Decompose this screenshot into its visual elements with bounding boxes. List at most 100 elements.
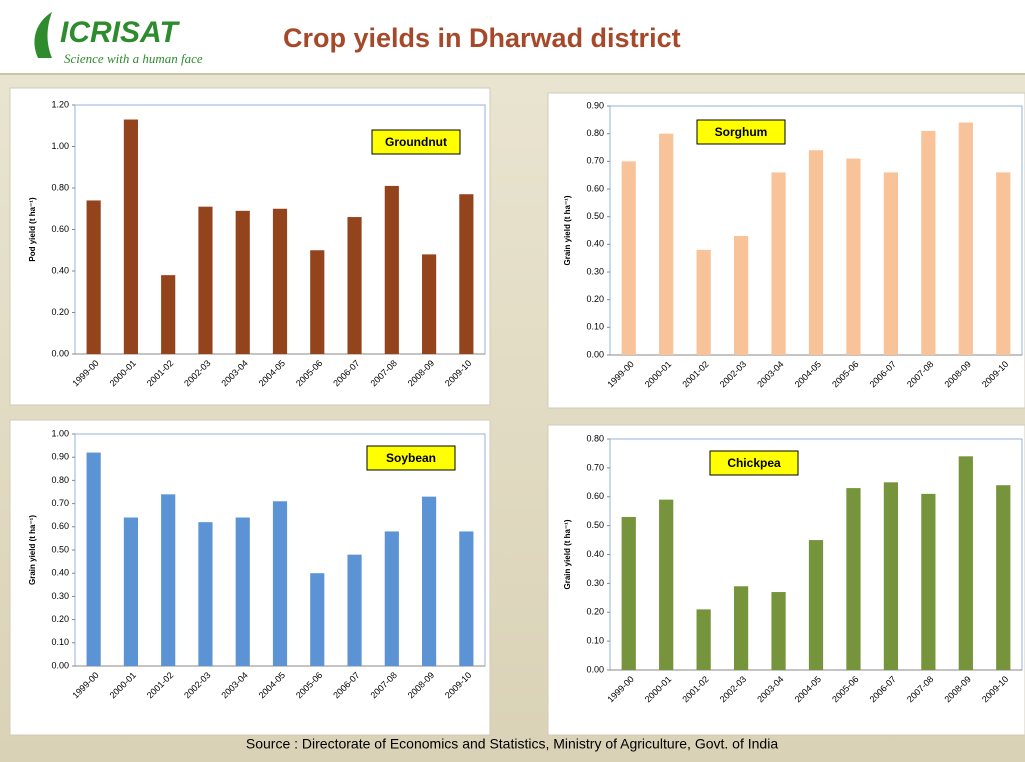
- y-tick-label: 1.20: [51, 99, 69, 109]
- legend-box: [696, 119, 786, 145]
- bar: [198, 206, 213, 354]
- bar: [459, 531, 474, 666]
- bar: [921, 130, 936, 355]
- y-tick-label: 1.00: [51, 428, 69, 438]
- y-tick-label: 0.80: [51, 182, 69, 192]
- bar: [86, 452, 101, 666]
- legend-label: Groundnut: [385, 135, 447, 149]
- bar: [996, 172, 1011, 355]
- y-tick-label: 0.60: [51, 224, 69, 234]
- bar: [921, 493, 936, 670]
- bar: [347, 554, 362, 666]
- y-tick-label: 0.10: [586, 322, 604, 332]
- bar: [161, 275, 176, 354]
- y-tick-label: 0.50: [51, 544, 69, 554]
- bar: [422, 496, 437, 666]
- legend-box: [366, 445, 456, 471]
- bar: [235, 517, 250, 666]
- slide-title: Crop yields in Dharwad district: [283, 23, 681, 53]
- bar: [808, 150, 824, 355]
- legend-label: Soybean: [386, 451, 436, 465]
- bar: [996, 485, 1011, 670]
- bar: [659, 133, 674, 355]
- bar: [958, 122, 973, 355]
- bar: [621, 516, 636, 670]
- bar: [123, 119, 138, 355]
- bar: [384, 531, 399, 666]
- legend-label: Chickpea: [727, 456, 781, 470]
- y-tick-label: 0.70: [586, 462, 604, 472]
- y-axis-label: Grain yield (t ha⁻¹): [563, 195, 572, 265]
- y-tick-label: 0.60: [586, 491, 604, 501]
- bar: [958, 456, 973, 670]
- y-tick-label: 0.80: [51, 475, 69, 485]
- legend-box: [371, 129, 461, 155]
- legend-box: [709, 450, 799, 476]
- y-tick-label: 0.00: [586, 349, 604, 359]
- y-tick-label: 0.30: [586, 266, 604, 276]
- y-tick-label: 0.90: [51, 452, 69, 462]
- bar: [808, 540, 824, 670]
- bar: [272, 501, 288, 666]
- bar: [161, 494, 176, 666]
- bar: [846, 158, 861, 355]
- bar: [198, 522, 213, 666]
- y-tick-label: 0.50: [586, 520, 604, 530]
- bar: [86, 200, 101, 354]
- y-tick-label: 0.20: [51, 614, 69, 624]
- legend-label: Sorghum: [715, 125, 768, 139]
- bar: [310, 250, 325, 354]
- y-tick-label: 0.20: [586, 607, 604, 617]
- bar: [659, 499, 674, 670]
- y-tick-label: 0.40: [586, 239, 604, 249]
- bar: [422, 254, 437, 354]
- y-tick-label: 0.30: [586, 578, 604, 588]
- source-note: Source : Directorate of Economics and St…: [246, 736, 778, 752]
- y-tick-label: 0.10: [586, 636, 604, 646]
- chart-panel: [547, 92, 1025, 409]
- bar: [846, 488, 861, 670]
- bar: [771, 592, 786, 670]
- logo: ICRISAT: [60, 16, 180, 49]
- bar: [621, 161, 636, 355]
- y-tick-label: 1.00: [51, 141, 69, 151]
- y-tick-label: 0.10: [51, 637, 69, 647]
- y-tick-label: 0.70: [51, 498, 69, 508]
- bar: [696, 609, 711, 670]
- y-axis-label: Grain yield (t ha⁻¹): [563, 519, 572, 589]
- bar: [883, 172, 899, 355]
- bar: [272, 208, 288, 354]
- y-tick-label: 0.80: [586, 433, 604, 443]
- y-tick-label: 0.30: [51, 591, 69, 601]
- y-tick-label: 0.40: [586, 549, 604, 559]
- logo-leaf: [34, 12, 52, 58]
- y-tick-label: 0.00: [51, 660, 69, 670]
- y-tick-label: 0.20: [586, 294, 604, 304]
- y-axis-label: Grain yield (t ha⁻¹): [28, 515, 37, 585]
- y-tick-label: 0.20: [51, 307, 69, 317]
- y-axis-label: Pod yield (t ha⁻¹): [28, 197, 37, 262]
- bar: [696, 249, 711, 355]
- bar: [771, 172, 786, 355]
- bar: [733, 586, 749, 670]
- bar: [733, 236, 749, 355]
- bar: [384, 185, 399, 354]
- bar: [347, 217, 362, 354]
- y-tick-label: 0.40: [51, 265, 69, 275]
- y-tick-label: 0.60: [51, 521, 69, 531]
- bar: [310, 573, 325, 666]
- header-band: [0, 0, 1025, 74]
- y-tick-label: 0.50: [586, 211, 604, 221]
- y-tick-label: 0.70: [586, 156, 604, 166]
- bar: [883, 482, 899, 670]
- y-tick-label: 0.60: [586, 183, 604, 193]
- bar: [123, 517, 138, 666]
- y-tick-label: 0.40: [51, 568, 69, 578]
- y-tick-label: 0.80: [586, 128, 604, 138]
- y-tick-label: 0.00: [586, 664, 604, 674]
- y-tick-label: 0.00: [51, 348, 69, 358]
- tagline: Science with a human face: [64, 51, 203, 66]
- bar: [235, 210, 250, 354]
